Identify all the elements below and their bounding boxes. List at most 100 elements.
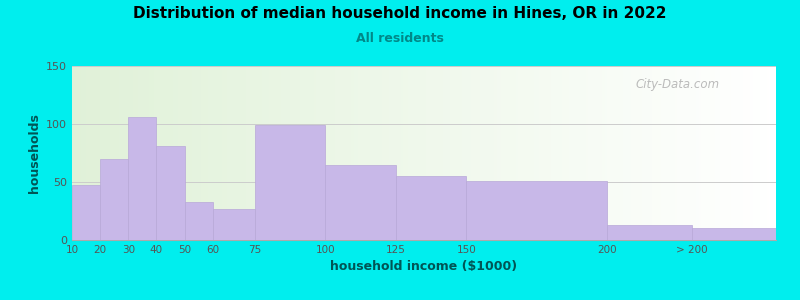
Bar	[180, 66, 182, 240]
Bar	[583, 66, 586, 240]
Bar	[633, 66, 635, 240]
Bar	[715, 66, 718, 240]
Bar	[753, 66, 755, 240]
Bar	[135, 66, 138, 240]
Bar	[598, 66, 600, 240]
Bar	[278, 66, 281, 240]
Bar	[434, 66, 436, 240]
Bar	[306, 66, 309, 240]
Bar	[288, 66, 290, 240]
Bar	[630, 66, 633, 240]
Bar	[774, 66, 776, 240]
Bar	[266, 66, 269, 240]
Bar	[79, 66, 82, 240]
Bar	[574, 66, 577, 240]
Bar	[562, 66, 565, 240]
Bar	[243, 66, 246, 240]
Bar	[546, 66, 548, 240]
Bar	[337, 66, 339, 240]
Bar	[220, 66, 222, 240]
Bar	[215, 66, 218, 240]
Bar	[194, 66, 196, 240]
Bar	[398, 66, 401, 240]
Bar	[522, 66, 525, 240]
Bar	[122, 66, 124, 240]
Bar	[269, 66, 271, 240]
Bar	[342, 66, 344, 240]
Bar	[283, 66, 286, 240]
Bar	[506, 66, 509, 240]
Bar	[142, 66, 145, 240]
Bar	[550, 66, 553, 240]
Bar	[525, 66, 527, 240]
Bar	[110, 66, 112, 240]
Bar	[769, 66, 771, 240]
Bar	[225, 66, 227, 240]
Bar	[548, 66, 550, 240]
Bar	[487, 66, 490, 240]
Bar	[570, 66, 572, 240]
Bar	[741, 66, 743, 240]
Bar	[640, 66, 642, 240]
Bar	[706, 66, 708, 240]
Bar	[466, 181, 607, 240]
Bar	[173, 66, 175, 240]
Bar	[687, 66, 689, 240]
Bar	[326, 66, 328, 240]
Bar	[203, 66, 206, 240]
Text: City-Data.com: City-Data.com	[635, 78, 719, 91]
Bar	[377, 66, 379, 240]
Bar	[309, 66, 311, 240]
Bar	[502, 66, 504, 240]
Bar	[316, 66, 318, 240]
Bar	[102, 66, 105, 240]
Bar	[260, 66, 262, 240]
Bar	[464, 66, 466, 240]
Bar	[499, 66, 502, 240]
Bar	[117, 66, 119, 240]
Bar	[675, 66, 678, 240]
Bar	[258, 66, 260, 240]
Bar	[482, 66, 485, 240]
Bar	[726, 66, 729, 240]
Bar	[764, 66, 766, 240]
Bar	[396, 176, 466, 240]
Bar	[485, 66, 487, 240]
Bar	[652, 66, 654, 240]
Bar	[74, 66, 77, 240]
Text: Distribution of median household income in Hines, OR in 2022: Distribution of median household income …	[134, 6, 666, 21]
Bar	[295, 66, 298, 240]
Bar	[701, 66, 703, 240]
Bar	[182, 66, 185, 240]
Bar	[590, 66, 593, 240]
Bar	[565, 66, 567, 240]
Bar	[98, 66, 100, 240]
Bar	[82, 66, 84, 240]
Bar	[406, 66, 407, 240]
Bar	[698, 66, 701, 240]
Bar	[595, 66, 598, 240]
Text: All residents: All residents	[356, 32, 444, 44]
Bar	[138, 66, 140, 240]
Bar	[124, 66, 126, 240]
Bar	[354, 66, 356, 240]
Bar	[527, 66, 530, 240]
Bar	[530, 66, 532, 240]
Bar	[450, 66, 452, 240]
Bar	[612, 66, 614, 240]
Bar	[494, 66, 497, 240]
Bar	[582, 66, 583, 240]
Bar	[469, 66, 471, 240]
Bar	[534, 66, 537, 240]
Bar	[605, 66, 607, 240]
Bar	[185, 202, 213, 240]
Bar	[518, 66, 520, 240]
Bar	[414, 66, 417, 240]
Bar	[680, 66, 682, 240]
Bar	[734, 66, 736, 240]
Bar	[72, 185, 100, 240]
Bar	[758, 66, 759, 240]
Bar	[426, 66, 429, 240]
Bar	[213, 66, 215, 240]
Bar	[673, 66, 675, 240]
